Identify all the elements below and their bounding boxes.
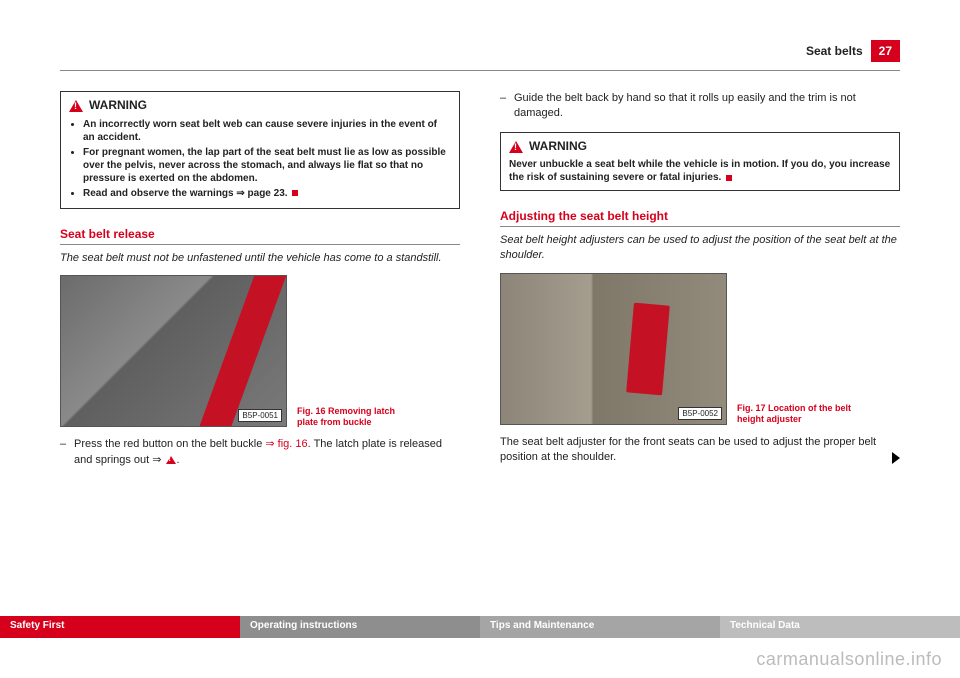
warning-list: An incorrectly worn seat belt web can ca… [69,118,451,200]
step-item: Press the red button on the belt buckle … [60,437,460,468]
lead-text-right: Seat belt height adjusters can be used t… [500,233,900,263]
warning-item: Read and observe the warnings ⇒ page 23. [83,187,451,200]
warning-item: An incorrectly worn seat belt web can ca… [83,118,451,144]
footer-tab-tips: Tips and Maintenance [480,616,720,638]
warning-item: For pregnant women, the lap part of the … [83,146,451,185]
footer-tab-operating: Operating instructions [240,616,480,638]
page-content: Seat belts 27 WARNING An incorrectly wor… [0,0,960,620]
lead-text-left: The seat belt must not be unfastened unt… [60,251,460,266]
figure-row-16: B5P-0051 Fig. 16 Removing latch plate fr… [60,275,460,427]
step-item: Guide the belt back by hand so that it r… [500,91,900,122]
end-square-icon [292,190,298,196]
step-list-right: Guide the belt back by hand so that it r… [500,91,900,122]
belt-graphic [626,303,670,396]
watermark-text: carmanualsonline.info [756,649,942,670]
figure-16-image: B5P-0051 [60,275,287,427]
end-square-icon [726,175,732,181]
page-header: Seat belts 27 [60,40,900,62]
left-column: WARNING An incorrectly worn seat belt we… [60,91,460,478]
header-divider [60,70,900,71]
figure-reference: ⇒ fig. 16 [265,438,307,450]
figure-row-17: B5P-0052 Fig. 17 Location of the belt he… [500,273,900,425]
figure-17-caption: Fig. 17 Location of the belt height adju… [737,403,857,425]
footer-tab-safety: Safety First [0,616,240,638]
footer-nav: Safety First Operating instructions Tips… [0,616,960,638]
warning-icon [509,141,523,153]
continue-arrow-icon [892,452,900,464]
belt-graphic [193,275,287,427]
warning-text: Never unbuckle a seat belt while the veh… [509,158,891,184]
warning-inline-icon [166,456,176,464]
figure-17-code: B5P-0052 [678,407,722,420]
section-title-header: Seat belts [806,44,863,58]
warning-label: WARNING [529,139,587,155]
figure-16-caption: Fig. 16 Removing latch plate from buckle [297,406,417,428]
step-list-left: Press the red button on the belt buckle … [60,437,460,468]
figure-17-image: B5P-0052 [500,273,727,425]
two-column-layout: WARNING An incorrectly worn seat belt we… [60,91,900,478]
warning-icon [69,100,83,112]
warning-label: WARNING [89,98,147,114]
section-title-left: Seat belt release [60,227,460,245]
warning-box-2: WARNING Never unbuckle a seat belt while… [500,132,900,192]
warning-box-1: WARNING An incorrectly worn seat belt we… [60,91,460,209]
figure-16-code: B5P-0051 [238,409,282,422]
warning-heading: WARNING [509,139,891,155]
body-paragraph: The seat belt adjuster for the front sea… [500,435,900,466]
section-title-right: Adjusting the seat belt height [500,209,900,227]
warning-heading: WARNING [69,98,451,114]
footer-tab-technical: Technical Data [720,616,960,638]
right-column: Guide the belt back by hand so that it r… [500,91,900,478]
page-number: 27 [871,40,900,62]
